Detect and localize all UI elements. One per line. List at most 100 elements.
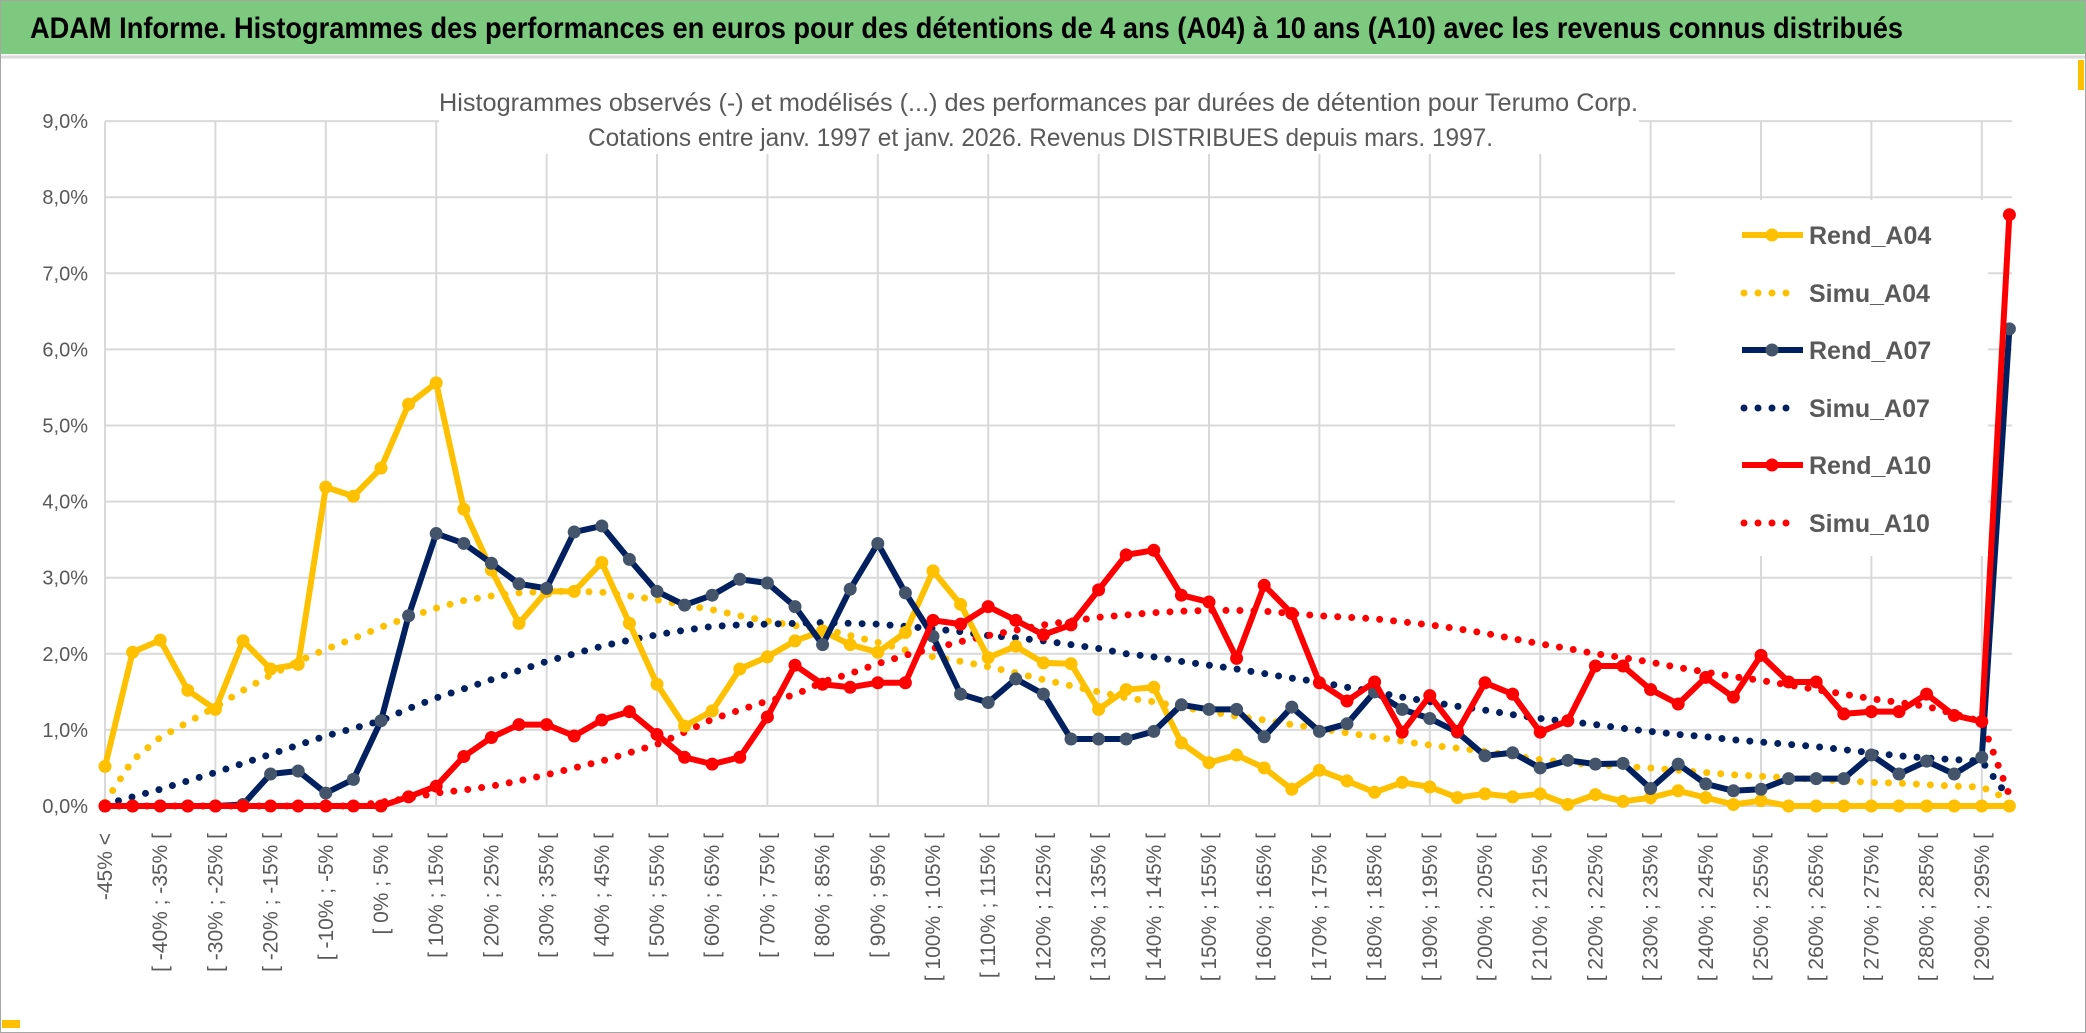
data-point (1671, 784, 1685, 798)
data-point (374, 461, 388, 475)
data-point (512, 616, 526, 630)
data-point (208, 702, 222, 716)
legend-item-rend-a07[interactable]: Rend_A07 (1742, 337, 1931, 365)
data-point (512, 577, 526, 591)
data-point (760, 710, 774, 724)
x-tick-label: [ 160% ; 165% [ (1253, 833, 1276, 981)
data-point (264, 767, 278, 781)
data-point (1506, 790, 1520, 804)
data-point (898, 625, 912, 639)
data-point (98, 799, 112, 813)
data-point (1395, 775, 1409, 789)
data-point (1754, 794, 1768, 808)
data-point (678, 598, 692, 612)
x-tick-label: [ 190% ; 195% [ (1419, 833, 1442, 981)
data-point (898, 586, 912, 600)
data-point (1147, 543, 1161, 557)
series-rend-a07 (98, 322, 2016, 813)
data-point (1064, 732, 1078, 746)
y-tick-label: 4,0% (42, 492, 88, 514)
resize-handle[interactable] (2078, 60, 2084, 90)
legend-item-simu-a07[interactable]: Simu_A07 (1740, 395, 1930, 423)
x-tick-label: -45% < (94, 833, 117, 900)
data-point (1616, 659, 1630, 673)
x-tick-label: [ 140% ; 145% [ (1143, 833, 1166, 981)
data-point (1036, 687, 1050, 701)
data-point (871, 536, 885, 550)
legend-item-rend-a04[interactable]: Rend_A04 (1742, 222, 1931, 250)
legend-item-simu-a10[interactable]: Simu_A10 (1740, 510, 1930, 538)
data-point (153, 633, 167, 647)
x-axis-ticks: -45% < [ -40% ; -35% [[ -30% ; -25% [[ -2… (94, 833, 1994, 981)
data-point (1533, 761, 1547, 775)
x-tick-label: [ 290% ; 295% [ (1971, 833, 1994, 981)
data-point (1202, 756, 1216, 770)
data-point (1726, 690, 1740, 704)
data-point (236, 799, 250, 813)
x-tick-label: [ -10% ; -5% [ (315, 833, 338, 960)
x-tick-label: [ 30% ; 35% [ (536, 833, 559, 958)
data-point (843, 680, 857, 694)
title-bar (1, 1, 2085, 54)
data-point (1837, 799, 1851, 813)
data-point (1119, 683, 1133, 697)
data-point (1285, 606, 1299, 620)
data-point (1533, 725, 1547, 739)
data-point (346, 799, 360, 813)
data-point (291, 764, 305, 778)
data-point (1947, 708, 1961, 722)
data-point (981, 600, 995, 614)
data-point (733, 750, 747, 764)
data-point (1726, 797, 1740, 811)
data-point (595, 555, 609, 569)
data-point (1864, 748, 1878, 762)
legend-label: Simu_A07 (1809, 395, 1930, 423)
data-point (1588, 659, 1602, 673)
data-point (457, 502, 471, 516)
gridlines (104, 120, 2012, 807)
data-point (1174, 698, 1188, 712)
data-point (429, 376, 443, 390)
x-tick-label: [ -40% ; -35% [ (149, 833, 172, 972)
data-point (1809, 799, 1823, 813)
data-point (126, 799, 140, 813)
data-point (1947, 767, 1961, 781)
data-point (678, 750, 692, 764)
series-rend-a10 (98, 208, 2016, 813)
data-point (622, 705, 636, 719)
legend-marker (1765, 458, 1779, 472)
data-point (1423, 711, 1437, 725)
data-point (208, 799, 222, 813)
series-simu-a07 (101, 619, 2013, 808)
data-point (705, 704, 719, 718)
data-point (1312, 763, 1326, 777)
resize-handle[interactable] (2, 1020, 20, 1028)
x-tick-label: [ 100% ; 105% [ (922, 833, 945, 981)
legend-label: Simu_A10 (1809, 510, 1930, 538)
data-point (153, 799, 167, 813)
data-point (540, 718, 554, 732)
legend-item-simu-a04[interactable]: Simu_A04 (1740, 280, 1930, 308)
data-point (1588, 757, 1602, 771)
x-tick-label: [ 200% ; 205% [ (1474, 833, 1497, 981)
x-tick-label: [ 10% ; 15% [ (425, 833, 448, 958)
data-point (1864, 705, 1878, 719)
x-tick-label: [ 210% ; 215% [ (1529, 833, 1552, 981)
data-point (1202, 702, 1216, 716)
series-simu-a10 (101, 606, 2013, 810)
data-point (1588, 788, 1602, 802)
series-rend-a04 (98, 376, 2016, 813)
data-point (2002, 208, 2016, 222)
data-point (402, 397, 416, 411)
data-point (567, 729, 581, 743)
data-point (1340, 694, 1354, 708)
chart-title-bg (439, 78, 1639, 154)
data-point (788, 658, 802, 672)
legend-item-rend-a10[interactable]: Rend_A10 (1742, 452, 1931, 480)
data-point (457, 536, 471, 550)
data-point (1864, 799, 1878, 813)
data-point (567, 525, 581, 539)
data-point (457, 750, 471, 764)
data-point (291, 799, 305, 813)
data-point (1920, 754, 1934, 768)
